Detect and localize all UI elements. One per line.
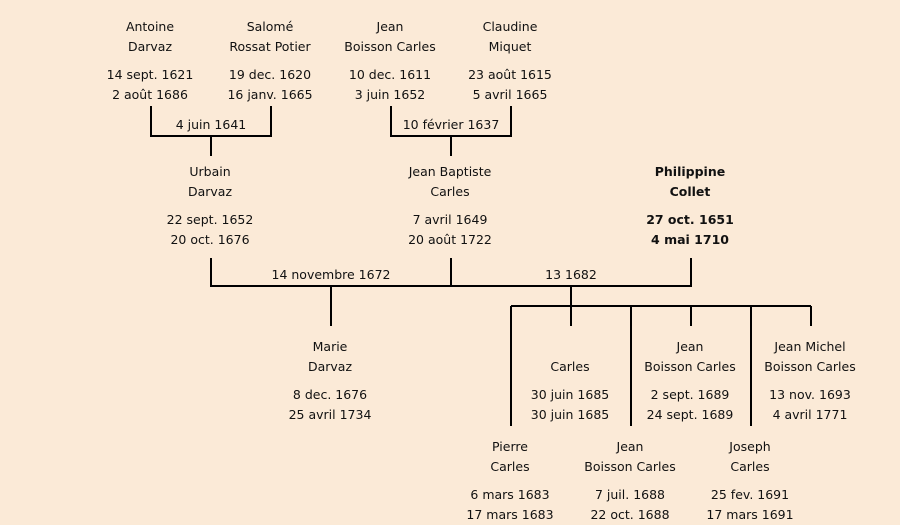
last-name: Boisson Carles [764,359,856,374]
birth-date: 7 juil. 1688 [594,487,666,502]
birth-date: 23 août 1615 [468,67,552,82]
death-date: 5 avril 1665 [472,87,548,102]
birth-date: 10 dec. 1611 [348,67,432,82]
first-name: Philippine [654,164,726,179]
person-card[interactable]: Salomé Rossat Potier 19 dec. 1620 16 janv. … [205,17,335,105]
birth-date: 25 fev. 1691 [710,487,790,502]
person-card[interactable]: Jean Boisson Carles 2 sept. 1689 24 sept. 1… [625,337,755,425]
death-date: 4 mai 1710 [651,232,729,247]
spacer [205,57,335,65]
last-name: Darvaz [307,359,353,374]
birth-date: 14 sept. 1621 [106,67,194,82]
first-name: Salomé [246,19,294,34]
death-date: 30 juin 1685 [530,407,610,422]
birth-date: 7 avril 1649 [412,212,488,227]
person-card[interactable]: Marie Darvaz 8 dec. 1676 25 avril 1734 [265,337,395,425]
marriage-date: 4 juin 1641 [175,117,247,132]
death-date: 22 oct. 1688 [590,507,670,522]
first-name: Jean Michel [774,339,846,354]
connector-carles-miquet [390,106,512,156]
death-date: 4 avril 1771 [772,407,848,422]
birth-date: 30 juin 1685 [530,387,610,402]
marriage-date: 14 novembre 1672 [271,267,391,282]
last-name: Miquet [488,39,532,54]
spacer [505,377,635,385]
first-name: Jean Baptiste [408,164,492,179]
last-name: Darvaz [187,184,233,199]
spacer [445,57,575,65]
last-name: Boisson Carles [644,359,736,374]
last-name: Carles [430,184,470,199]
spacer [145,202,275,210]
person-card[interactable]: Joseph Carles 25 fev. 1691 17 mars 1691 [685,437,815,525]
death-date: 17 mars 1691 [706,507,794,522]
first-name: Pierre [492,439,528,454]
death-date: 3 juin 1652 [354,87,426,102]
person-card[interactable]: Antoine Darvaz 14 sept. 1621 2 août 1686 [85,17,215,105]
death-date: 25 avril 1734 [288,407,372,422]
spacer [625,202,755,210]
first-name: Joseph [729,439,771,454]
last-name: Boisson Carles [584,459,676,474]
spacer [745,377,875,385]
marriage-date: 10 février 1637 [402,117,500,132]
birth-date: 2 sept. 1689 [650,387,730,402]
last-name: Rossat Potier [229,39,311,54]
death-date: 2 août 1686 [112,87,188,102]
connector-middle [210,258,692,326]
person-card[interactable]: Urbain Darvaz 22 sept. 1652 20 oct. 1676 [145,162,275,250]
person-card[interactable]: Pierre Carles 6 mars 1683 17 mars 1683 [445,437,575,525]
last-name: Carles [490,459,530,474]
last-name: Carles [730,459,770,474]
person-card[interactable]: Jean Boisson Carles 10 dec. 1611 3 juin 165… [325,17,455,105]
first-name [505,337,635,357]
spacer [265,377,395,385]
person-card[interactable]: Jean Baptiste Carles 7 avril 1649 20 août 1… [385,162,515,250]
spacer [385,202,515,210]
first-name: Urbain [189,164,231,179]
spacer [85,57,215,65]
first-name: Jean [676,339,704,354]
person-card[interactable]: Jean Boisson Carles 7 juil. 1688 22 oct. 16… [565,437,695,525]
death-date: 20 oct. 1676 [170,232,250,247]
birth-date: 8 dec. 1676 [292,387,368,402]
last-name: Boisson Carles [344,39,436,54]
spacer [445,477,575,485]
person-card[interactable]: Jean Michel Boisson Carles 13 nov. 1693 4 a… [745,337,875,425]
birth-date: 22 sept. 1652 [166,212,254,227]
last-name: Carles [550,359,590,374]
birth-date: 27 oct. 1651 [646,212,734,227]
spacer [565,477,695,485]
death-date: 24 sept. 1689 [646,407,734,422]
birth-date: 6 mars 1683 [470,487,550,502]
person-card[interactable]: Philippine Collet 27 oct. 1651 4 mai 1710 [625,162,755,250]
person-card[interactable]: Carles 30 juin 1685 30 juin 1685 [505,337,635,425]
spacer [625,377,755,385]
spacer [325,57,455,65]
birth-date: 19 dec. 1620 [228,67,312,82]
first-name: Jean [616,439,644,454]
death-date: 20 août 1722 [408,232,492,247]
person-card[interactable]: Claudine Miquet 23 août 1615 5 avril 1665 [445,17,575,105]
death-date: 17 mars 1683 [466,507,554,522]
connector-children [510,305,812,426]
first-name: Marie [312,339,348,354]
first-name: Claudine [482,19,538,34]
first-name: Jean [376,19,404,34]
birth-date: 13 nov. 1693 [769,387,851,402]
last-name: Collet [669,184,711,199]
connector-darvaz-potier [150,106,272,156]
death-date: 16 janv. 1665 [227,87,313,102]
first-name: Antoine [125,19,175,34]
last-name: Darvaz [127,39,173,54]
marriage-date: 13 1682 [545,267,597,282]
spacer [685,477,815,485]
